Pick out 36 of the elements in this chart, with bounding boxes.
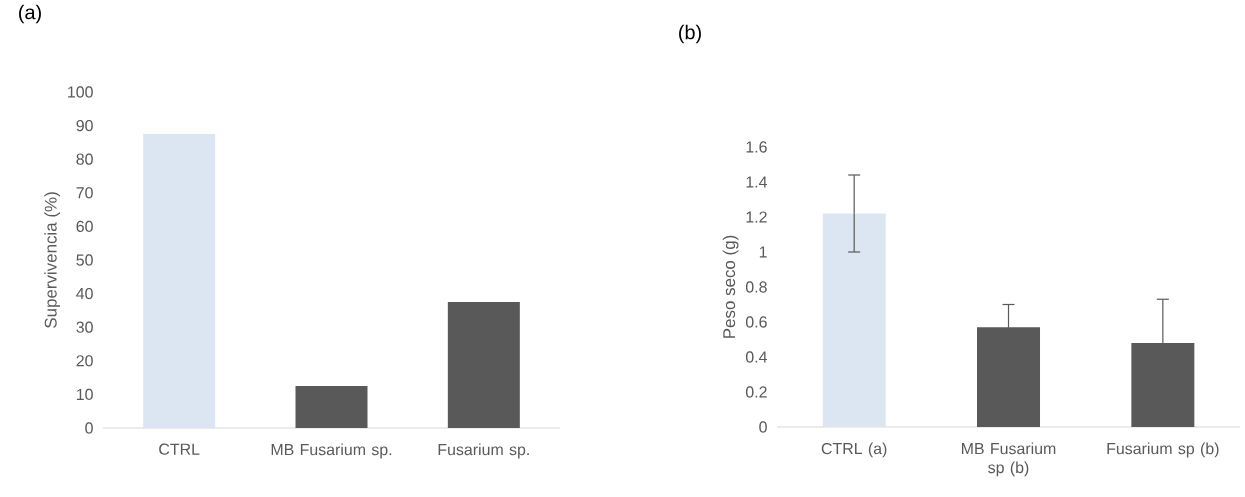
bar bbox=[143, 134, 216, 428]
x-tick-label: MB Fusarium sp. bbox=[271, 443, 392, 459]
x-tick-label: Fusarium sp (b) bbox=[1107, 442, 1219, 458]
y-tick-label: 1.4 bbox=[746, 176, 768, 188]
x-tick-label: MB Fusarium sp (b) bbox=[962, 442, 1056, 477]
y-tick-label: 1.2 bbox=[746, 211, 767, 223]
y-tick-label: 50 bbox=[76, 254, 93, 266]
chart-title: (a) bbox=[19, 4, 41, 24]
bar bbox=[1131, 343, 1195, 427]
bar bbox=[822, 213, 886, 427]
y-tick-label: 0 bbox=[85, 422, 93, 434]
y-axis-title: Supervivencia (%) bbox=[44, 192, 61, 328]
x-tick-label: Fusarium sp. bbox=[438, 443, 529, 459]
y-tick-label: 90 bbox=[76, 119, 93, 132]
bar bbox=[447, 302, 520, 428]
y-tick-label: 80 bbox=[76, 153, 93, 165]
y-tick-label: 0 bbox=[759, 421, 767, 433]
y-tick-label: 0.6 bbox=[745, 316, 767, 328]
y-tick-label: 40 bbox=[76, 287, 93, 300]
y-tick-label: 0.8 bbox=[745, 281, 767, 293]
y-tick-label: 10 bbox=[76, 388, 93, 401]
x-tick-label: CTRL (a) bbox=[821, 442, 887, 458]
y-tick-label: 0.4 bbox=[745, 351, 768, 363]
y-tick-label: 60 bbox=[76, 220, 93, 233]
y-tick-label: 70 bbox=[76, 187, 93, 199]
bar bbox=[977, 327, 1041, 427]
y-axis-title: Peso seco (g) bbox=[722, 235, 739, 338]
y-tick-label: 0.2 bbox=[745, 386, 767, 398]
x-tick-label: CTRL bbox=[159, 443, 200, 455]
bar bbox=[295, 386, 368, 428]
y-tick-label: 20 bbox=[76, 355, 93, 367]
y-tick-label: 1 bbox=[759, 246, 767, 258]
y-tick-label: 1.6 bbox=[746, 141, 767, 153]
y-tick-label: 30 bbox=[76, 321, 93, 333]
chart-title: (b) bbox=[679, 24, 701, 44]
y-tick-label: 100 bbox=[68, 86, 93, 98]
